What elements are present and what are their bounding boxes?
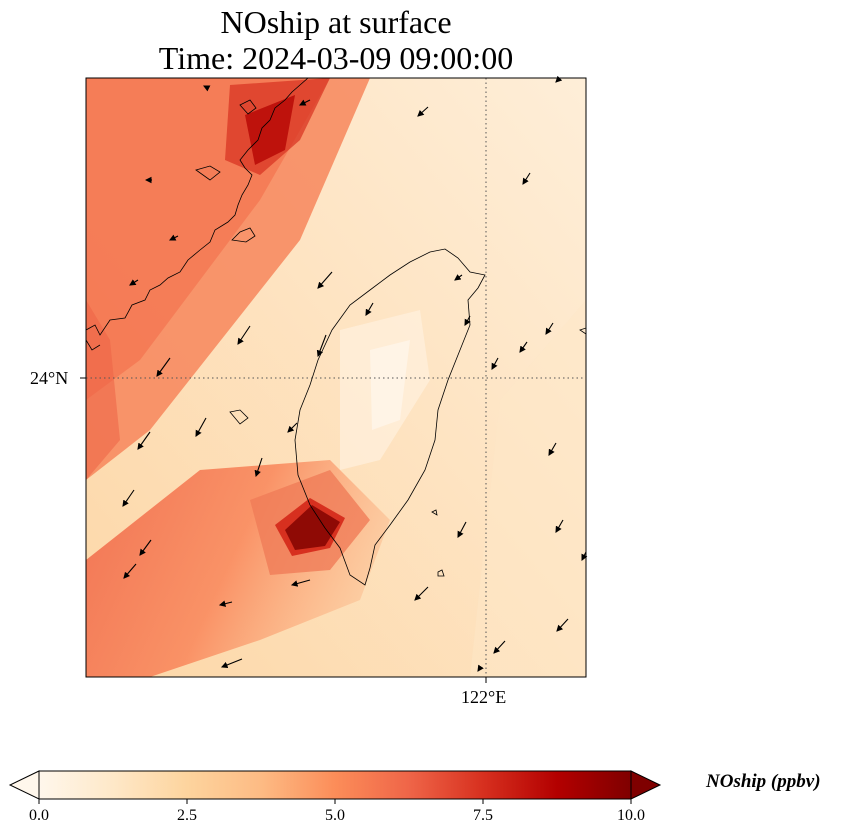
wind-vector-arrow — [254, 457, 263, 478]
wind-vector-arrow — [156, 357, 171, 377]
wind-vector-arrow — [477, 664, 484, 672]
wind-vector-arrow — [123, 563, 137, 579]
colorbar-tick-label: 2.5 — [177, 807, 197, 824]
wind-vector-arrow — [195, 417, 207, 437]
wind-vector-arrow — [237, 325, 251, 345]
wind-vector-arrow — [218, 600, 233, 607]
colorbar-label: NOship (ppbv) — [706, 771, 821, 792]
map-subtitle-time: Time: 2024-03-09 09:00:00 — [158, 40, 514, 76]
wind-vector-arrow — [556, 618, 569, 632]
wind-vector-arrow — [454, 274, 463, 281]
wind-vector-arrow — [317, 271, 333, 289]
wind-vector-arrow — [417, 106, 429, 117]
colorbar-tick-label: 10.0 — [617, 807, 645, 824]
colorbar-tick-marks — [38, 799, 632, 804]
wind-vector-arrow — [548, 442, 557, 456]
wind-vector-arrow — [299, 99, 311, 106]
wind-vector-arrow — [129, 279, 139, 286]
wind-vector-arrow — [137, 431, 151, 450]
wind-vector-arrow — [555, 75, 563, 83]
concentration-field — [86, 78, 586, 677]
wind-vector-arrow — [457, 521, 467, 538]
wind-vector-arrow — [414, 586, 429, 601]
colorbar-gradient — [38, 770, 632, 800]
wind-vector-arrow — [169, 234, 179, 241]
wind-vector-arrow — [491, 357, 499, 370]
colorbar-min-extend — [8, 770, 40, 800]
map-title: NOship at surface — [220, 4, 452, 40]
wind-vector-arrow — [139, 539, 152, 556]
wind-vector-arrow — [220, 658, 243, 669]
latitude-tick-label: 24°N — [30, 368, 69, 388]
wind-vector-arrow — [555, 519, 564, 533]
colorbar — [8, 770, 662, 804]
wind-vector-arrow — [203, 85, 211, 92]
wind-vector-arrow — [493, 640, 506, 654]
wind-vector-arrow — [365, 302, 374, 316]
wind-vector-arrow — [519, 341, 528, 353]
colorbar-tick-label: 0.0 — [29, 807, 49, 824]
wind-vector-arrow — [545, 322, 554, 335]
wind-vector-arrow — [287, 422, 298, 433]
wind-vectors — [122, 75, 588, 672]
colorbar-tick-label: 7.5 — [473, 807, 493, 824]
longitude-tick-label: 122°E — [461, 687, 507, 707]
wind-vector-arrow — [581, 551, 588, 561]
wind-vector-arrow — [464, 315, 471, 326]
wind-vector-arrow — [122, 489, 135, 507]
coastline — [86, 78, 586, 586]
gridlines — [86, 78, 586, 677]
wind-vector-arrow — [522, 172, 531, 185]
wind-vector-arrow — [316, 334, 327, 358]
colorbar-tick-label: 5.0 — [325, 807, 345, 824]
colorbar-max-extend — [630, 770, 662, 800]
wind-vector-arrow — [290, 579, 311, 587]
map-panel — [80, 75, 588, 683]
